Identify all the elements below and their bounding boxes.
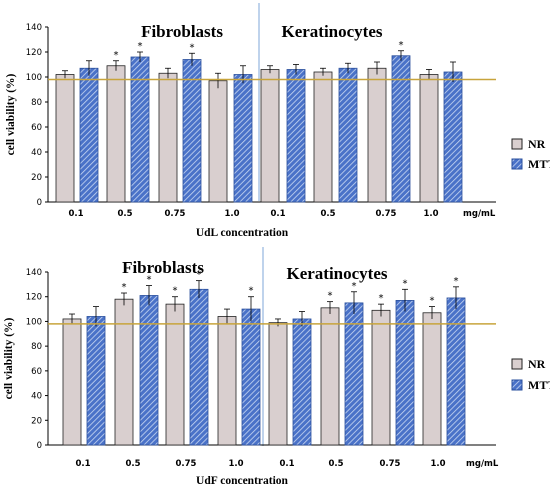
significance-marker: *: [249, 286, 254, 297]
x-tick-label: 1.0: [228, 459, 243, 469]
significance-marker: *: [430, 296, 435, 307]
x-tick-label: 0.1: [270, 209, 285, 219]
significance-marker: *: [190, 42, 195, 53]
significance-marker: *: [328, 291, 333, 302]
significance-marker: *: [399, 40, 404, 51]
nr-bar: [62, 318, 82, 446]
nr-bar: [419, 74, 439, 203]
y-tick-label: 60: [31, 123, 42, 133]
legend-label: NR: [528, 357, 546, 371]
nr-bar: [106, 65, 126, 203]
x-tick-label: 0.75: [176, 459, 197, 469]
legend-label: MTT: [528, 157, 550, 171]
nr-bar: [268, 322, 288, 446]
significance-marker: *: [352, 281, 357, 292]
nr-bar: [55, 74, 75, 203]
legend-swatch-mtt: [511, 158, 523, 170]
x-tick-label: 0.5: [320, 209, 335, 219]
significance-marker: *: [197, 270, 202, 281]
nr-bar: [367, 67, 387, 203]
x-tick-label: 0.5: [117, 209, 132, 219]
mtt-bar: [286, 69, 306, 203]
y-tick-label: 60: [31, 367, 42, 377]
significance-marker: *: [147, 275, 152, 286]
y-tick-label: 140: [26, 268, 42, 278]
y-tick-label: 140: [26, 23, 42, 33]
y-axis-label: cell viability (%): [3, 317, 15, 399]
unit-label: mg/mL: [466, 459, 499, 469]
y-tick-label: 120: [26, 293, 42, 303]
significance-marker: *: [403, 278, 408, 289]
nr-bar: [320, 307, 340, 446]
significance-marker: *: [114, 50, 119, 61]
y-tick-label: 80: [31, 342, 42, 352]
group-title: Keratinocytes: [286, 264, 387, 283]
x-axis-label: UdL concentration: [196, 227, 289, 239]
y-tick-label: 40: [31, 392, 42, 402]
legend-label: MTT: [528, 378, 550, 392]
y-axis-label: cell viability (%): [5, 73, 17, 155]
mtt-bar: [182, 59, 202, 203]
unit-label: mg/mL: [463, 209, 496, 219]
x-tick-label: 0.75: [380, 459, 401, 469]
x-tick-label: 0.5: [328, 459, 343, 469]
group-title: Fibroblasts: [141, 22, 223, 41]
group-title: Fibroblasts: [122, 258, 204, 277]
y-tick-label: 120: [26, 48, 42, 58]
x-tick-label: 1.0: [224, 209, 239, 219]
x-axis-label: UdF concentration: [196, 475, 288, 485]
mtt-bar: [446, 297, 466, 446]
significance-marker: *: [454, 276, 459, 287]
nr-bar: [158, 72, 178, 203]
chart-panel-udf: 0 20 40 60 80 100 120 140 cell viability (%) Fibr…: [3, 247, 550, 485]
y-tick-label: 0: [37, 441, 42, 451]
nr-bar: [114, 298, 134, 446]
nr-bar: [371, 309, 391, 446]
x-tick-label: 1.0: [430, 459, 445, 469]
mtt-bar: [189, 288, 209, 446]
y-tick-label: 100: [26, 317, 42, 327]
mtt-bar: [443, 71, 463, 203]
mtt-bar: [292, 318, 312, 446]
x-tick-label: 1.0: [423, 209, 438, 219]
nr-bar: [165, 303, 185, 446]
significance-marker: *: [379, 293, 384, 304]
y-tick-label: 20: [31, 416, 42, 426]
mtt-bar: [79, 67, 99, 203]
legend-label: NR: [528, 137, 546, 151]
mtt-bar: [86, 316, 106, 446]
x-tick-label: 0.5: [125, 459, 140, 469]
significance-marker: *: [173, 286, 178, 297]
chart-panel-udl: 0 20 40 60 80 100 120 140 cell viability (%) Fibr…: [5, 3, 550, 239]
y-tick-label: 40: [31, 148, 42, 158]
nr-bar: [260, 69, 280, 203]
x-tick-label: 0.75: [165, 209, 186, 219]
significance-marker: *: [122, 282, 127, 293]
legend-swatch-nr: [511, 138, 523, 150]
y-tick-label: 0: [37, 198, 42, 208]
nr-bar: [217, 316, 237, 446]
legend-swatch-mtt: [511, 379, 523, 391]
significance-marker: *: [138, 41, 143, 52]
nr-bar: [208, 80, 228, 203]
x-tick-label: 0.1: [75, 459, 90, 469]
mtt-bar: [391, 55, 411, 203]
mtt-bar: [395, 300, 415, 446]
x-tick-label: 0.1: [68, 209, 83, 219]
y-tick-label: 20: [31, 173, 42, 183]
nr-bar: [313, 71, 333, 203]
y-tick-label: 100: [26, 73, 42, 83]
mtt-bar: [338, 67, 358, 203]
x-tick-label: 0.1: [279, 459, 294, 469]
mtt-bar: [233, 74, 253, 203]
mtt-bar: [139, 295, 159, 446]
legend-swatch-nr: [511, 358, 523, 370]
mtt-bar: [241, 308, 261, 446]
y-tick-label: 80: [31, 98, 42, 108]
group-title: Keratinocytes: [281, 22, 382, 41]
x-tick-label: 0.75: [376, 209, 397, 219]
nr-bar: [422, 312, 442, 446]
